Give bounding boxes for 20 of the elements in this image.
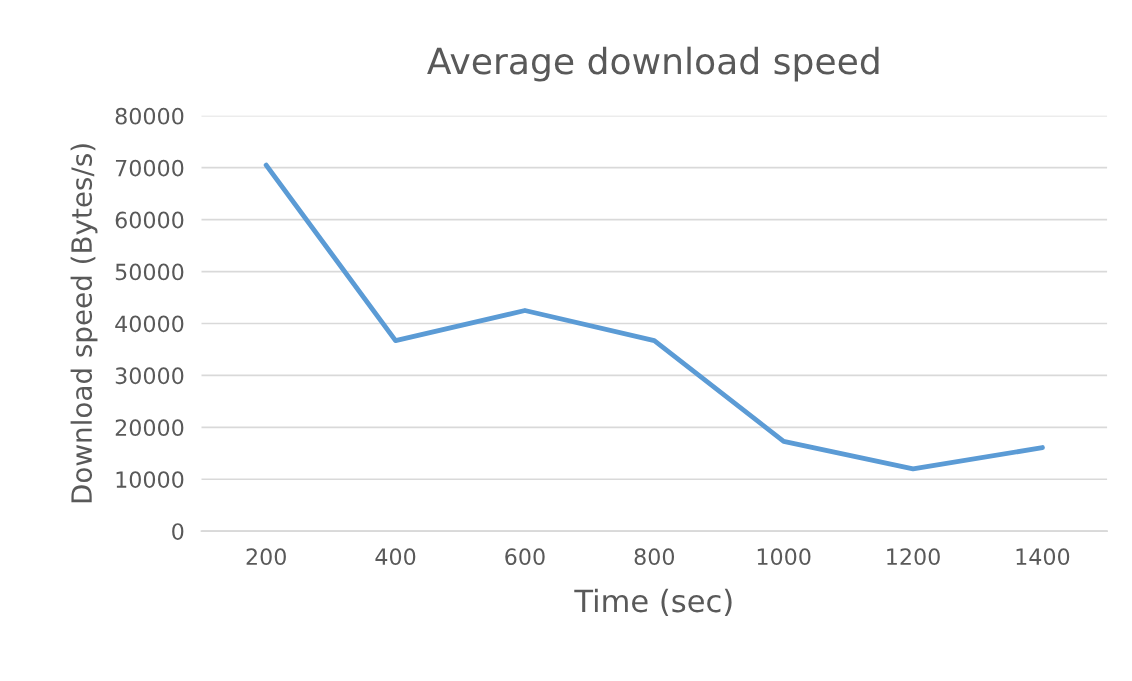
y-tick-label: 0 — [172, 523, 184, 540]
x-tick-label: 1200 — [887, 548, 940, 566]
line-series — [263, 162, 1045, 472]
x-tick-label: 1400 — [1016, 548, 1070, 566]
x-axis-title: Time (sec) — [574, 588, 732, 617]
y-axis-title: Download speed (Bytes/s) — [70, 144, 98, 503]
x-tick-label: 600 — [505, 548, 545, 566]
y-tick-label: 20000 — [115, 419, 184, 437]
y-tick-label: 30000 — [115, 367, 184, 385]
x-tick-label: 1000 — [757, 548, 811, 566]
y-tick-label: 80000 — [115, 107, 184, 125]
y-tick-label: 60000 — [115, 211, 184, 229]
y-tick-label: 70000 — [115, 159, 184, 177]
y-tick-label: 50000 — [115, 263, 184, 281]
x-tick-label: 400 — [375, 548, 416, 566]
chart-title: Average download speed — [427, 46, 879, 82]
y-tick-label: 10000 — [116, 471, 184, 489]
y-tick-label: 40000 — [115, 315, 184, 333]
x-tick-label: 200 — [246, 548, 286, 566]
x-tick-label: 800 — [634, 548, 675, 566]
